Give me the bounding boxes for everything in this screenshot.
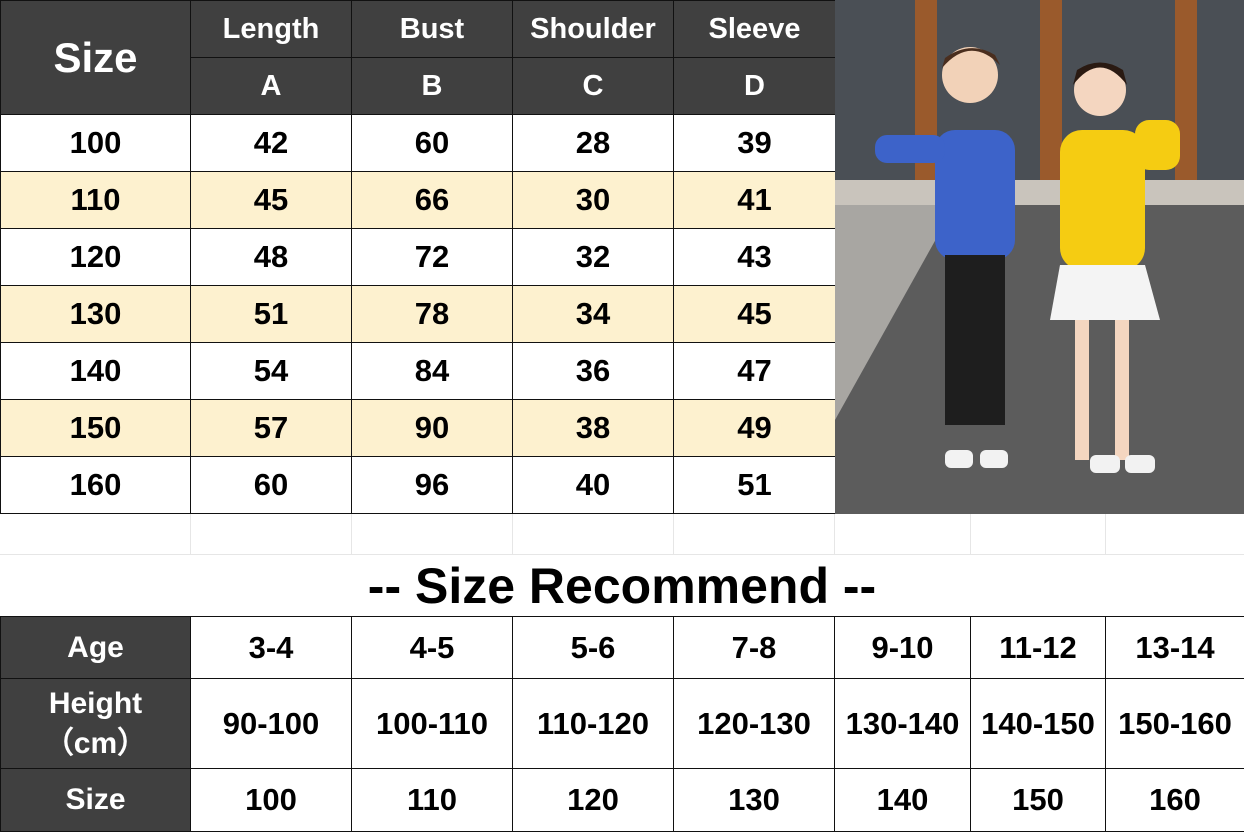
- height-unit: （cm）: [44, 727, 147, 760]
- recommended-size-cell: 140: [835, 769, 971, 832]
- age-label: Age: [1, 617, 191, 679]
- photo-illustration: [835, 0, 1244, 514]
- size-cell: 150: [1, 400, 191, 457]
- measurement-cell: 28: [513, 115, 674, 172]
- measurement-cell: 36: [513, 343, 674, 400]
- size-label: Size: [1, 769, 191, 832]
- bust-header: Bust: [352, 1, 513, 58]
- height-cell: 120-130: [674, 679, 835, 769]
- spacer-row: [0, 514, 1244, 555]
- age-cell: 7-8: [674, 617, 835, 679]
- length-header: Length: [191, 1, 352, 58]
- measurement-cell: 72: [352, 229, 513, 286]
- kids-hoodie-photo: [835, 0, 1244, 514]
- code-c: C: [513, 58, 674, 115]
- measurement-cell: 57: [191, 400, 352, 457]
- age-cell: 9-10: [835, 617, 971, 679]
- height-cell: 130-140: [835, 679, 971, 769]
- size-cell: 130: [1, 286, 191, 343]
- sleeve-header: Sleeve: [674, 1, 836, 58]
- recommended-size-cell: 120: [513, 769, 674, 832]
- height-label-text: Height: [49, 687, 142, 720]
- size-cell: 110: [1, 172, 191, 229]
- size-recommend-title: -- Size Recommend --: [0, 555, 1244, 616]
- measurement-cell: 30: [513, 172, 674, 229]
- age-cell: 4-5: [352, 617, 513, 679]
- measurement-cell: 47: [674, 343, 836, 400]
- measurement-cell: 49: [674, 400, 836, 457]
- measurement-cell: 40: [513, 457, 674, 514]
- recommended-size-cell: 130: [674, 769, 835, 832]
- size-cell: 160: [1, 457, 191, 514]
- recommended-size-cell: 100: [191, 769, 352, 832]
- recommended-size-cell: 150: [971, 769, 1106, 832]
- size-header: Size: [1, 1, 191, 115]
- recommended-size-cell: 110: [352, 769, 513, 832]
- measurement-cell: 66: [352, 172, 513, 229]
- measurement-cell: 60: [191, 457, 352, 514]
- measurement-cell: 54: [191, 343, 352, 400]
- measurement-cell: 38: [513, 400, 674, 457]
- code-b: B: [352, 58, 513, 115]
- size-cell: 140: [1, 343, 191, 400]
- age-cell: 13-14: [1106, 617, 1244, 679]
- measurement-cell: 41: [674, 172, 836, 229]
- size-cell: 120: [1, 229, 191, 286]
- age-cell: 3-4: [191, 617, 352, 679]
- code-a: A: [191, 58, 352, 115]
- measurement-cell: 34: [513, 286, 674, 343]
- header-row: Size Length Bust Shoulder Sleeve: [1, 1, 836, 58]
- measurement-cell: 43: [674, 229, 836, 286]
- measurement-cell: 42: [191, 115, 352, 172]
- measurement-cell: 45: [674, 286, 836, 343]
- height-cell: 110-120: [513, 679, 674, 769]
- measurement-cell: 90: [352, 400, 513, 457]
- measurement-cell: 84: [352, 343, 513, 400]
- measurement-cell: 48: [191, 229, 352, 286]
- measurement-cell: 60: [352, 115, 513, 172]
- age-cell: 5-6: [513, 617, 674, 679]
- recommended-size-cell: 160: [1106, 769, 1244, 832]
- height-label: Height （cm）: [1, 679, 191, 769]
- measurement-cell: 78: [352, 286, 513, 343]
- height-cell: 100-110: [352, 679, 513, 769]
- measurement-cell: 51: [674, 457, 836, 514]
- height-cell: 150-160: [1106, 679, 1244, 769]
- measurement-cell: 39: [674, 115, 836, 172]
- code-d: D: [674, 58, 836, 115]
- age-cell: 11-12: [971, 617, 1106, 679]
- measurement-cell: 32: [513, 229, 674, 286]
- height-cell: 90-100: [191, 679, 352, 769]
- height-cell: 140-150: [971, 679, 1106, 769]
- shoulder-header: Shoulder: [513, 1, 674, 58]
- size-cell: 100: [1, 115, 191, 172]
- measurement-cell: 51: [191, 286, 352, 343]
- measurement-cell: 96: [352, 457, 513, 514]
- size-chart-table: Size Length Bust Shoulder Sleeve A B C D…: [0, 0, 836, 514]
- measurement-cell: 45: [191, 172, 352, 229]
